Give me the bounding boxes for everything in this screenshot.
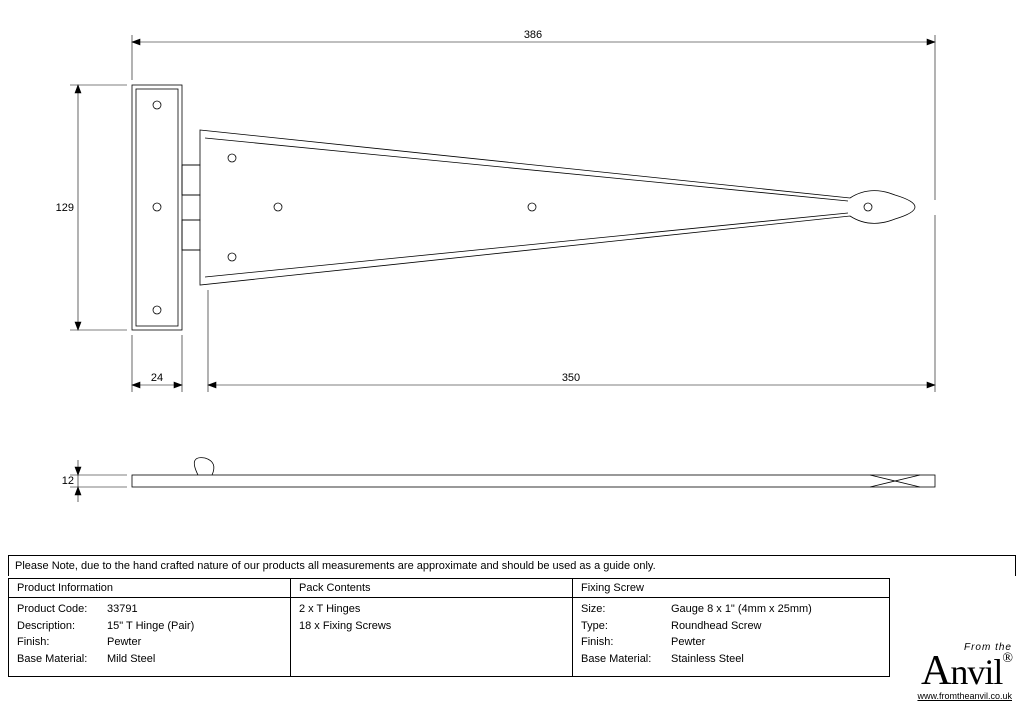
cell-product-info: Product Code:33791 Description:15" T Hin… — [9, 598, 291, 677]
dim-strap-length: 350 — [562, 372, 580, 384]
hinge-plate — [132, 85, 200, 330]
dimension-thickness — [70, 460, 127, 502]
logo-url: www.fromtheanvil.co.uk — [917, 691, 1012, 701]
dim-plate-height: 129 — [56, 202, 74, 214]
header-fixing-screw: Fixing Screw — [573, 579, 890, 598]
technical-drawing: 386 129 24 350 12 — [0, 0, 1024, 550]
page: 386 129 24 350 12 Please Note, due to th… — [0, 0, 1024, 719]
cell-pack-contents: 2 x T Hinges 18 x Fixing Screws — [291, 598, 573, 677]
header-product-info: Product Information — [9, 579, 291, 598]
hinge-strap — [182, 130, 915, 285]
logo-name: Anvil® — [917, 653, 1012, 691]
header-pack-contents: Pack Contents — [291, 579, 573, 598]
dim-plate-width: 24 — [151, 372, 163, 384]
dimension-labels: 386 129 24 350 12 — [56, 29, 581, 487]
brand-logo: From the Anvil® www.fromtheanvil.co.uk — [917, 642, 1012, 701]
note-bar: Please Note, due to the hand crafted nat… — [8, 555, 1016, 576]
note-text: Please Note, due to the hand crafted nat… — [15, 560, 656, 572]
info-table: Product Information Pack Contents Fixing… — [8, 578, 890, 677]
side-view — [132, 458, 935, 487]
cell-fixing-screw: Size:Gauge 8 x 1" (4mm x 25mm) Type:Roun… — [573, 598, 890, 677]
drawing-svg: 386 129 24 350 12 — [0, 0, 1024, 550]
dim-total-width: 386 — [524, 29, 542, 41]
dim-thickness: 12 — [62, 475, 74, 487]
